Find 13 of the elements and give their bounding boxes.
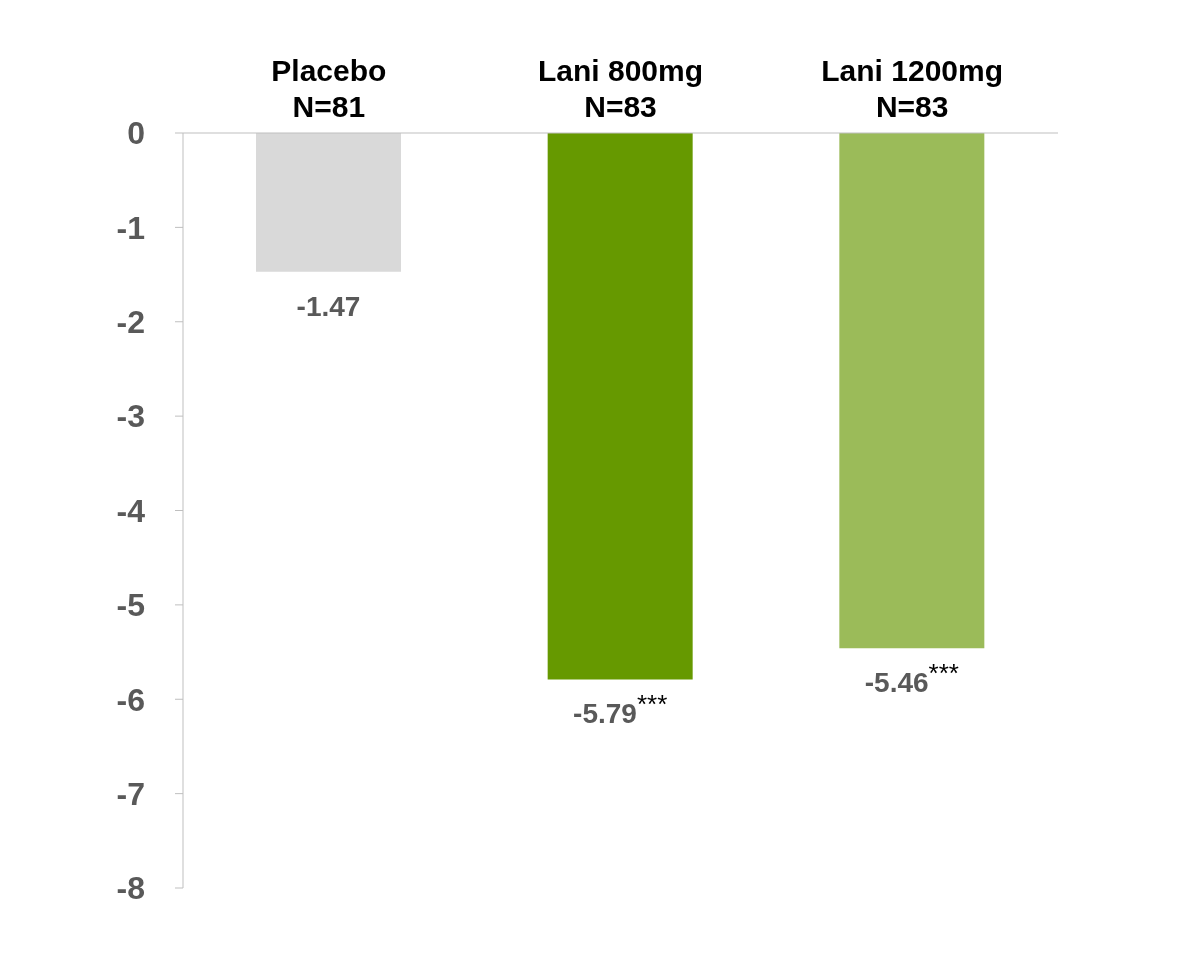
y-tick-label: -1 <box>116 209 145 246</box>
y-tick-label: -3 <box>116 398 145 435</box>
y-tick-label: -7 <box>116 775 145 812</box>
x-tick-label: Placebo N=81 <box>271 54 387 123</box>
y-tick-label: -6 <box>116 681 145 718</box>
y-tick-label: 0 <box>127 115 145 152</box>
y-tick-label: -2 <box>116 304 145 341</box>
x-tick-label: Lani 1200mg N=83 <box>821 54 1004 123</box>
x-tick-label: Lani 800mg N=83 <box>537 54 704 123</box>
y-tick-label: -8 <box>116 870 145 907</box>
y-tick-label: -5 <box>116 587 145 624</box>
y-tick-label: -4 <box>116 492 146 529</box>
data-label: -1.47 <box>296 290 361 322</box>
